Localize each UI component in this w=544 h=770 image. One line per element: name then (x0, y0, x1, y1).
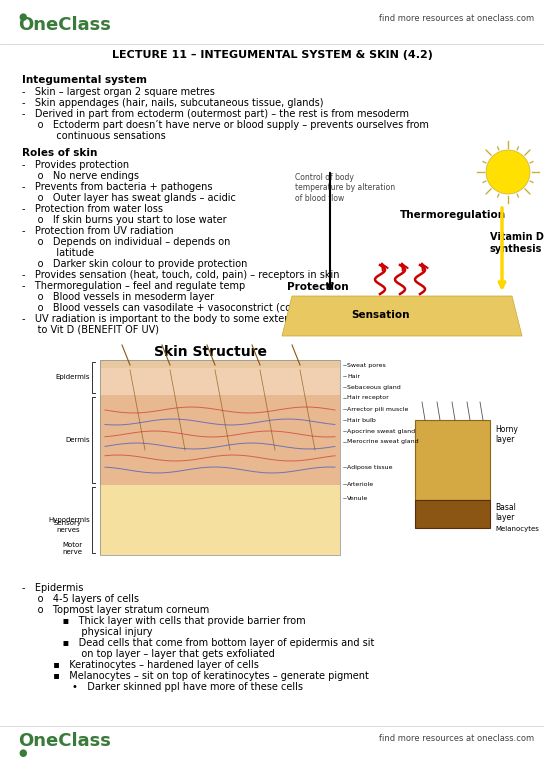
Text: LECTURE 11 – INTEGUMENTAL SYSTEM & SKIN (4.2): LECTURE 11 – INTEGUMENTAL SYSTEM & SKIN … (112, 50, 432, 60)
Text: ▪   Keratinocytes – hardened layer of cells: ▪ Keratinocytes – hardened layer of cell… (22, 660, 259, 670)
Text: Epidermis: Epidermis (55, 374, 90, 380)
Text: Adipose tissue: Adipose tissue (347, 464, 393, 470)
Text: OneClass: OneClass (18, 16, 111, 34)
Text: o   No nerve endings: o No nerve endings (22, 171, 139, 181)
Circle shape (486, 150, 530, 194)
Text: o   If skin burns you start to lose water: o If skin burns you start to lose water (22, 215, 227, 225)
Text: to Vit D (BENEFIT OF UV): to Vit D (BENEFIT OF UV) (22, 325, 159, 335)
Bar (100, 360, 340, 555)
Text: latitude: latitude (22, 248, 94, 258)
Text: Basal
layer: Basal layer (495, 503, 516, 522)
Text: Hair: Hair (347, 373, 360, 379)
Text: -   Derived in part from ectoderm (outermost part) – the rest is from mesoderm: - Derived in part from ectoderm (outermo… (22, 109, 409, 119)
Polygon shape (282, 296, 522, 336)
Text: OneClass: OneClass (18, 732, 111, 750)
Text: -   UV radiation is important to the body to some extent -> converts cholesterol: - UV radiation is important to the body … (22, 314, 450, 324)
Text: o   Blood vessels in mesoderm layer: o Blood vessels in mesoderm layer (22, 292, 214, 302)
Text: Integumental system: Integumental system (22, 75, 147, 85)
Bar (100, 360, 340, 368)
Text: o   Outer layer has sweat glands – acidic: o Outer layer has sweat glands – acidic (22, 193, 236, 203)
Text: Arteriole: Arteriole (347, 481, 374, 487)
Bar (415, 420, 490, 500)
Text: -   Prevents from bacteria + pathogens: - Prevents from bacteria + pathogens (22, 182, 213, 192)
Text: physical injury: physical injury (22, 627, 152, 637)
Text: Control of body
temperature by alteration
of blood flow: Control of body temperature by alteratio… (295, 173, 395, 203)
Text: -   Provides sensation (heat, touch, cold, pain) – receptors in skin: - Provides sensation (heat, touch, cold,… (22, 270, 339, 280)
Text: Hair receptor: Hair receptor (347, 396, 389, 400)
Text: Protection: Protection (287, 282, 349, 292)
Text: o   Blood vessels can vasodilate + vasoconstrict (conserve heat): o Blood vessels can vasodilate + vasocon… (22, 303, 353, 313)
Text: Motor
nerve: Motor nerve (62, 542, 82, 555)
Text: Thermoregulation: Thermoregulation (400, 210, 506, 220)
Text: Apocrine sweat gland: Apocrine sweat gland (347, 428, 415, 434)
Text: ▪   Dead cells that come from bottom layer of epidermis and sit: ▪ Dead cells that come from bottom layer… (22, 638, 374, 648)
Text: -   Provides protection: - Provides protection (22, 160, 129, 170)
Text: o   4-5 layers of cells: o 4-5 layers of cells (22, 594, 139, 604)
Text: Hypodermis: Hypodermis (48, 517, 90, 523)
Text: -   Epidermis: - Epidermis (22, 583, 83, 593)
Text: continuous sensations: continuous sensations (22, 131, 166, 141)
Text: Hair bulb: Hair bulb (347, 417, 376, 423)
Text: Vitamin D
synthesis: Vitamin D synthesis (490, 232, 544, 253)
Text: ▪   Thick layer with cells that provide barrier from: ▪ Thick layer with cells that provide ba… (22, 616, 306, 626)
Text: ●: ● (18, 748, 27, 758)
Text: Sweat pores: Sweat pores (347, 363, 386, 367)
Text: -   Protection from water loss: - Protection from water loss (22, 204, 163, 214)
Bar (415, 500, 490, 528)
Text: on top layer – layer that gets exfoliated: on top layer – layer that gets exfoliate… (22, 649, 275, 659)
Text: Roles of skin: Roles of skin (22, 148, 97, 158)
Text: Arrector pili muscle: Arrector pili muscle (347, 407, 409, 411)
Text: find more resources at oneclass.com: find more resources at oneclass.com (379, 734, 534, 743)
Text: find more resources at oneclass.com: find more resources at oneclass.com (379, 14, 534, 23)
Text: o   Topmost layer stratum corneum: o Topmost layer stratum corneum (22, 605, 209, 615)
Text: ▪   Melanocytes – sit on top of keratinocytes – generate pigment: ▪ Melanocytes – sit on top of keratinocy… (22, 671, 369, 681)
Text: Merocrine sweat gland: Merocrine sweat gland (347, 440, 419, 444)
Text: o   Ectoderm part doesn’t have nerve or blood supply – prevents ourselves from: o Ectoderm part doesn’t have nerve or bl… (22, 120, 429, 130)
Text: Dermis: Dermis (65, 437, 90, 443)
Text: -   Skin – largest organ 2 square metres: - Skin – largest organ 2 square metres (22, 87, 215, 97)
Text: Sensory
nerves: Sensory nerves (54, 520, 82, 533)
Bar (100, 360, 340, 395)
Text: -   Protection from UV radiation: - Protection from UV radiation (22, 226, 174, 236)
Text: o   Depends on individual – depends on: o Depends on individual – depends on (22, 237, 230, 247)
Bar (100, 485, 340, 555)
Text: Horny
layer: Horny layer (495, 425, 518, 444)
Text: -   Skin appendages (hair, nails, subcutaneous tissue, glands): - Skin appendages (hair, nails, subcutan… (22, 98, 324, 108)
Text: Skin Structure: Skin Structure (153, 345, 267, 359)
Text: •   Darker skinned ppl have more of these cells: • Darker skinned ppl have more of these … (22, 682, 303, 692)
Text: Venule: Venule (347, 496, 368, 500)
Text: Melanocytes: Melanocytes (495, 526, 539, 532)
Text: o   Darker skin colour to provide protection: o Darker skin colour to provide protecti… (22, 259, 248, 269)
Bar (100, 395, 340, 485)
Text: Sebaceous gland: Sebaceous gland (347, 384, 401, 390)
Text: ●: ● (18, 12, 27, 22)
Text: Sensation: Sensation (351, 310, 409, 320)
Text: -   Thermoregulation – feel and regulate temp: - Thermoregulation – feel and regulate t… (22, 281, 245, 291)
